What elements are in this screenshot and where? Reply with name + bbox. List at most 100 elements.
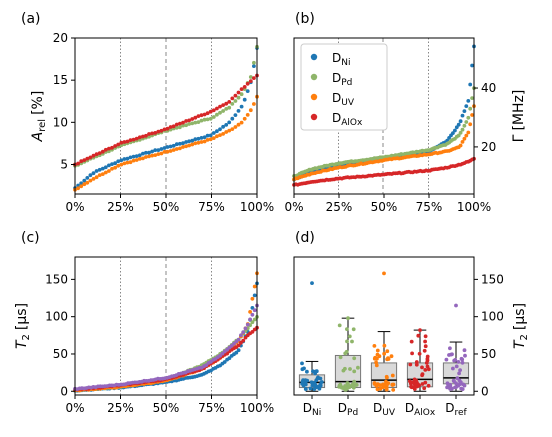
data-point-uv xyxy=(375,387,380,392)
data-point-pd xyxy=(466,115,471,120)
data-point-alox xyxy=(165,126,170,131)
data-point-uv xyxy=(113,165,117,170)
data-point-uv xyxy=(202,139,207,144)
data-point-ni xyxy=(82,178,87,183)
data-point-ni xyxy=(178,141,182,146)
data-point-uv xyxy=(391,388,396,392)
y-label-unit: [MHz] xyxy=(511,90,527,131)
data-point-ni xyxy=(208,133,213,138)
data-point-ni xyxy=(159,147,164,151)
data-point-uv xyxy=(224,130,229,134)
data-point-uv xyxy=(181,145,185,149)
data-point-ni xyxy=(224,123,229,127)
data-point-alox xyxy=(221,103,226,107)
x-tick-label: 100% xyxy=(240,200,274,214)
data-point-ni xyxy=(242,97,247,102)
y-label-main: Γ xyxy=(511,134,527,142)
data-point-ref xyxy=(451,366,455,371)
data-point-uv xyxy=(125,160,130,165)
data-point-ni xyxy=(202,135,207,140)
data-point-uv xyxy=(458,143,463,148)
data-point-uv xyxy=(372,344,377,348)
data-point-alox xyxy=(215,106,219,111)
data-point-pd xyxy=(233,99,238,103)
data-point-alox xyxy=(239,87,244,91)
data-point-alox xyxy=(420,372,425,376)
data-point-ni xyxy=(303,378,308,383)
data-point-alox xyxy=(417,351,422,356)
data-point-pd xyxy=(250,320,255,325)
data-point-pd xyxy=(337,323,342,328)
data-point-alox xyxy=(208,109,213,114)
data-point-alox xyxy=(190,117,195,121)
data-point-pd xyxy=(184,123,189,128)
data-point-alox xyxy=(97,151,102,156)
data-point-uv xyxy=(466,130,471,135)
data-point-uv xyxy=(460,140,465,144)
legend-entry-ni: DNi xyxy=(332,51,350,68)
data-point-alox xyxy=(426,383,431,388)
y-label-unit: [μs] xyxy=(14,303,30,330)
data-point-pd xyxy=(218,110,222,115)
data-point-uv xyxy=(382,351,387,356)
data-point-uv xyxy=(384,379,388,384)
data-point-alox xyxy=(150,131,155,136)
data-point-uv xyxy=(382,271,386,276)
data-point-ni xyxy=(252,293,257,298)
data-point-ni xyxy=(466,99,471,103)
x-tick-label: 100% xyxy=(240,401,274,415)
x-tick-label: 75% xyxy=(198,401,225,415)
y-tick-label: 20 xyxy=(53,31,68,45)
data-point-uv xyxy=(187,143,192,148)
data-point-uv xyxy=(372,381,377,385)
data-point-uv xyxy=(171,148,176,152)
data-point-ref xyxy=(456,360,461,364)
data-point-alox xyxy=(414,360,419,364)
data-point-ni xyxy=(315,376,320,381)
data-point-ni xyxy=(128,155,133,160)
data-point-uv xyxy=(211,136,216,141)
data-point-ni xyxy=(196,136,201,141)
data-point-pd xyxy=(224,107,229,111)
panel-label-c: (c) xyxy=(21,230,40,246)
data-point-alox xyxy=(252,76,256,80)
data-point-pd xyxy=(187,122,192,126)
data-point-uv xyxy=(386,357,391,361)
data-point-uv xyxy=(184,144,189,149)
data-point-alox xyxy=(187,118,192,123)
legend: DNi DPd DUV DAlOx xyxy=(300,43,388,131)
data-point-alox xyxy=(409,339,414,344)
data-point-ni xyxy=(153,148,158,153)
data-point-ni xyxy=(91,171,96,176)
scatter-points xyxy=(73,271,259,393)
data-point-alox xyxy=(141,134,145,139)
data-point-pd xyxy=(181,123,185,128)
data-point-uv xyxy=(94,175,99,180)
data-point-alox xyxy=(171,124,176,129)
data-point-uv xyxy=(196,140,201,145)
data-point-alox xyxy=(196,114,201,118)
data-point-ni xyxy=(464,104,469,108)
data-point-ni xyxy=(150,149,155,154)
legend-entry-pd: DPd xyxy=(332,71,352,88)
data-point-ni xyxy=(122,157,127,161)
data-point-ni xyxy=(193,137,198,142)
data-point-ni xyxy=(79,181,84,186)
data-point-alox xyxy=(113,144,117,148)
data-point-alox xyxy=(233,93,238,98)
y-tick-label: 20 xyxy=(481,140,496,154)
y-tick-label: 0 xyxy=(60,384,68,398)
data-point-ni xyxy=(470,63,474,68)
data-point-ni xyxy=(453,128,457,133)
y-label-main: A xyxy=(30,132,46,143)
data-point-ni xyxy=(100,166,105,171)
y-label-unit: [%] xyxy=(30,91,46,115)
data-point-ni xyxy=(300,379,305,384)
data-point-pd xyxy=(227,105,232,110)
y-tick-label: 40 xyxy=(481,81,496,95)
data-point-alox xyxy=(420,382,425,386)
data-point-pd xyxy=(137,138,142,142)
axes-frame xyxy=(74,256,258,396)
data-point-uv xyxy=(79,184,84,189)
x-tick-label: 0% xyxy=(65,200,84,214)
